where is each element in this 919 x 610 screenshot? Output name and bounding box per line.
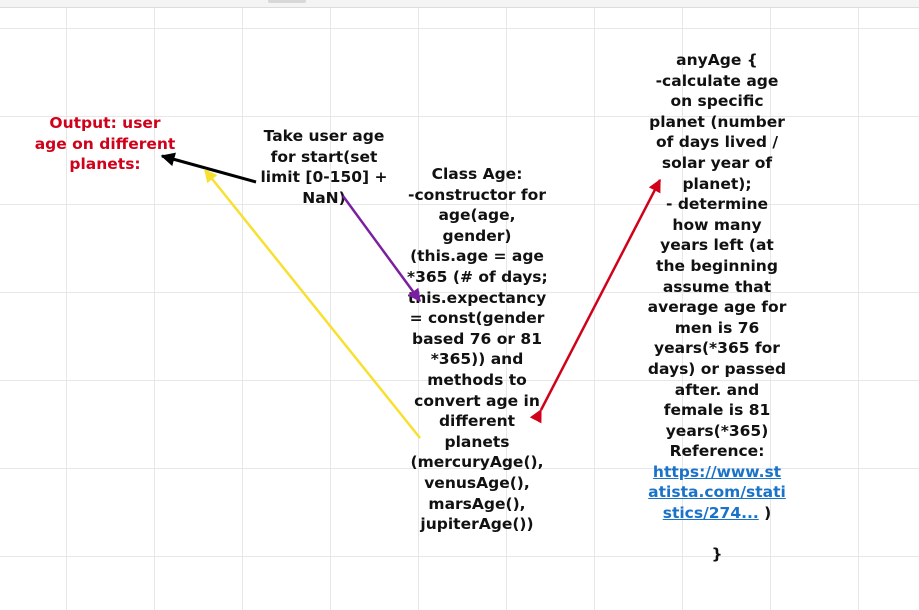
anyage-note-line: planet);	[682, 174, 752, 193]
start-note-line: for start(set	[270, 147, 378, 166]
anyage-note-line: - determine	[665, 195, 768, 214]
anyage-closing-brace: }	[711, 545, 723, 564]
top-toolbar	[0, 0, 919, 8]
class-note-line: -constructor for	[408, 185, 546, 204]
output-note-line: age on different	[34, 134, 176, 153]
reference-link-line: https://www.st	[640, 462, 794, 483]
class-note-line: marsAge(),	[428, 494, 526, 513]
class-note-line: venusAge(),	[424, 473, 530, 492]
start-note-line: limit [0-150] +	[260, 168, 388, 187]
output-note[interactable]: Output: user age on different planets:	[30, 113, 180, 175]
anyage-note-line: years left (at	[660, 236, 774, 255]
anyage-note-line: after. and	[674, 380, 760, 399]
class-note-line: *365 (# of days;	[407, 267, 548, 286]
reference-link[interactable]: https://www.st	[652, 462, 782, 481]
class-note-line: this.expectancy	[407, 288, 547, 307]
reference-link[interactable]: stics/274...	[662, 504, 759, 523]
class-note-line: Class Age:	[431, 165, 523, 183]
class-note-line: *365)) and	[430, 350, 524, 369]
anyage-note-line: female is 81	[663, 401, 771, 420]
start-note[interactable]: Take user age for start(set limit [0-150…	[255, 126, 393, 208]
anyage-note-line: the beginning	[656, 256, 778, 275]
anyage-note-line: how many	[672, 215, 762, 234]
class-note-line: (this.age = age	[410, 247, 544, 266]
anyage-note-line: solar year of	[661, 153, 773, 172]
arrow-anyage-class-link	[529, 178, 662, 424]
arrow-start-to-output	[160, 152, 257, 184]
anyage-note-line: -calculate age	[655, 71, 779, 90]
reference-link-line: stics/274... )	[640, 503, 794, 524]
start-note-line: NaN)	[302, 188, 346, 207]
arrow-start-to-class	[341, 195, 422, 303]
class-note-line: planets	[444, 432, 510, 451]
anyage-note-line: men is 76	[674, 318, 760, 337]
class-note-line: jupiterAge())	[420, 515, 534, 534]
anyage-note-line: anyAge {	[676, 51, 758, 69]
class-note-line: different	[438, 412, 516, 431]
anyage-note-line: Reference:	[669, 442, 765, 461]
class-note-line: (mercuryAge(),	[410, 453, 544, 472]
anyage-note-line: years(*365)	[665, 421, 769, 440]
class-note-line: convert age in	[414, 391, 540, 410]
class-note-line: = const(gender	[409, 309, 545, 328]
anyage-note-line: years(*365 for	[654, 339, 780, 358]
class-note-line: based 76 or 81	[411, 329, 542, 348]
anyage-note-line: assume that	[662, 277, 772, 296]
class-note-line: age(age,	[438, 206, 516, 225]
start-note-line: Take user age	[263, 127, 385, 145]
class-note-line: methods to	[427, 370, 527, 389]
anyage-note-line: on specific	[670, 92, 764, 111]
toolbar-tab[interactable]	[268, 0, 306, 3]
anyage-note[interactable]: anyAge { -calculate age on specific plan…	[640, 50, 794, 565]
output-note-line: planets:	[69, 155, 141, 174]
anyage-note-line: of days lived /	[656, 133, 778, 152]
class-note-line: gender)	[442, 226, 512, 245]
anyage-note-line: average age for	[647, 298, 787, 317]
anyage-note-line: days) or passed	[647, 359, 787, 378]
reference-suffix: )	[758, 504, 772, 523]
anyage-note-line: planet (number	[649, 112, 785, 131]
reference-link[interactable]: atista.com/stati	[648, 483, 786, 502]
reference-link-line: atista.com/stati	[640, 482, 794, 503]
class-age-note[interactable]: Class Age: -constructor for age(age, gen…	[407, 164, 548, 535]
output-note-line: Output: user	[49, 114, 161, 132]
arrow-class-to-output	[204, 168, 421, 439]
